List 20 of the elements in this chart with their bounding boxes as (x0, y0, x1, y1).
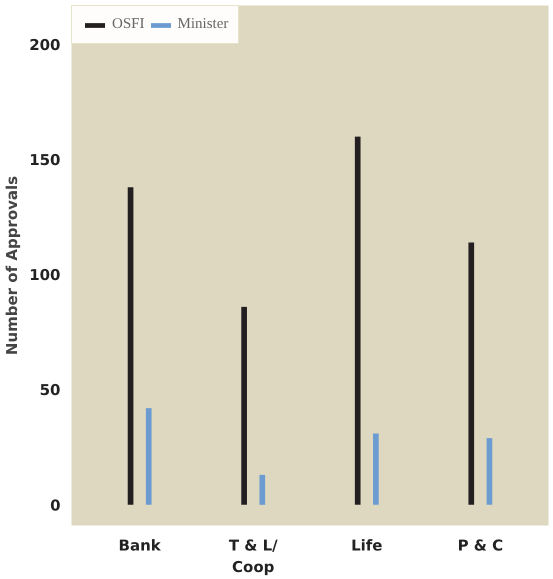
y-tick-label: 50 (40, 381, 60, 400)
bar (128, 187, 134, 505)
bar (486, 438, 492, 505)
bar (259, 474, 266, 505)
y-tick-label: 0 (50, 496, 60, 514)
bar (468, 242, 474, 505)
bar (354, 136, 361, 505)
y-tick-label: 150 (29, 151, 60, 170)
y-tick-label: 200 (29, 36, 60, 54)
y-tick-label: 100 (29, 266, 60, 284)
bar (146, 408, 152, 505)
x-tick-label: T & L/ Coop (228, 536, 278, 576)
bar (241, 306, 247, 505)
legend-label: Minister (178, 16, 228, 33)
y-axis-title: Number of Approvals (3, 176, 22, 356)
legend-label: OSFI (112, 16, 145, 33)
x-tick-label: Life (351, 536, 382, 554)
x-tick-label: P & C (458, 536, 504, 554)
x-tick-label: Bank (118, 536, 162, 554)
bar (373, 433, 379, 505)
